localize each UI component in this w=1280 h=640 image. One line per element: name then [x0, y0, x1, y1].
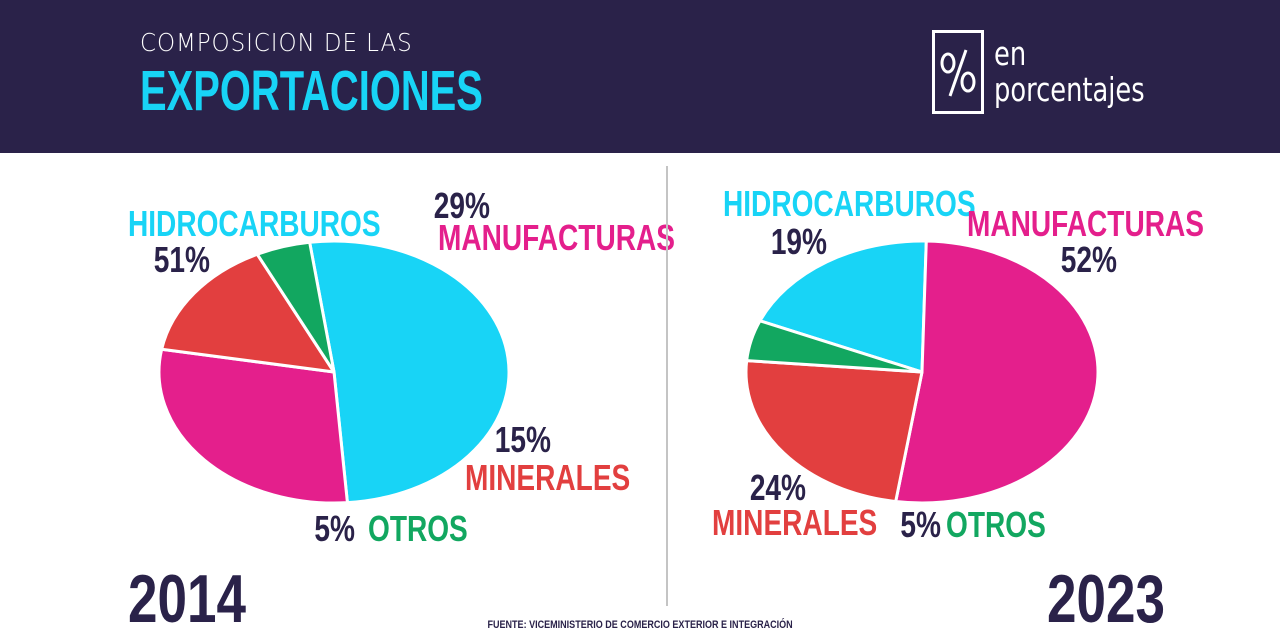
unit-caption-line-1: en	[994, 34, 1027, 73]
category-label-2023-manufacturas: MANUFACTURAS	[967, 204, 1204, 244]
category-label-2023-otros: OTROS	[946, 505, 1046, 545]
pie-slice-2014-minerales	[160, 252, 336, 374]
unit-caption: en porcentajes	[994, 36, 1145, 108]
pie-slice-2014-manufacturas	[157, 347, 349, 505]
page-title: EXPORTACIONES	[140, 59, 483, 123]
pie-slice-2023-hidrocarburos	[758, 239, 928, 374]
category-label-2014-hidrocarburos: HIDROCARBUROS	[128, 204, 381, 244]
pie-slice-2023-otros	[745, 319, 924, 374]
value-label-2014-otros: 5%	[314, 509, 355, 549]
category-label-2023-hidrocarburos: HIDROCARBUROS	[723, 184, 976, 224]
title-line-1: COMPOSICION DE LAS	[140, 28, 413, 57]
chart-title-2023: 2023	[1047, 561, 1165, 637]
category-label-2014-minerales: MINERALES	[465, 458, 630, 498]
pie-slice-2023-minerales	[744, 359, 924, 504]
category-label-2014-manufacturas: MANUFACTURAS	[438, 218, 675, 258]
pie-slice-2014-otros	[255, 240, 336, 374]
value-label-2014-minerales: 15%	[495, 420, 551, 460]
value-label-2014-hidrocarburos: 51%	[154, 240, 210, 280]
value-label-2023-minerales: 24%	[750, 468, 806, 508]
category-label-2023-minerales: MINERALES	[712, 503, 877, 543]
header-banner: COMPOSICION DE LAS EXPORTACIONES en porc…	[0, 0, 1280, 153]
value-label-2023-hidrocarburos: 19%	[771, 222, 827, 262]
divider	[666, 166, 668, 606]
value-label-2014-manufacturas: 29%	[434, 186, 490, 226]
value-label-2023-otros: 5%	[900, 505, 941, 545]
source-text: FUENTE: VICEMINISTERIO DE COMERCIO EXTER…	[487, 619, 793, 631]
value-label-2023-manufacturas: 52%	[1061, 240, 1117, 280]
pie-slice-2023-manufacturas	[894, 239, 1100, 505]
unit-caption-line-2: porcentajes	[994, 70, 1145, 109]
category-label-2014-otros: OTROS	[368, 509, 468, 549]
chart-title-2014: 2014	[128, 561, 246, 637]
pie-slice-2014-hidrocarburos	[308, 239, 511, 505]
percent-icon	[932, 30, 984, 114]
source-note: FUENTE: VICEMINISTERIO DE COMERCIO EXTER…	[0, 619, 1280, 631]
